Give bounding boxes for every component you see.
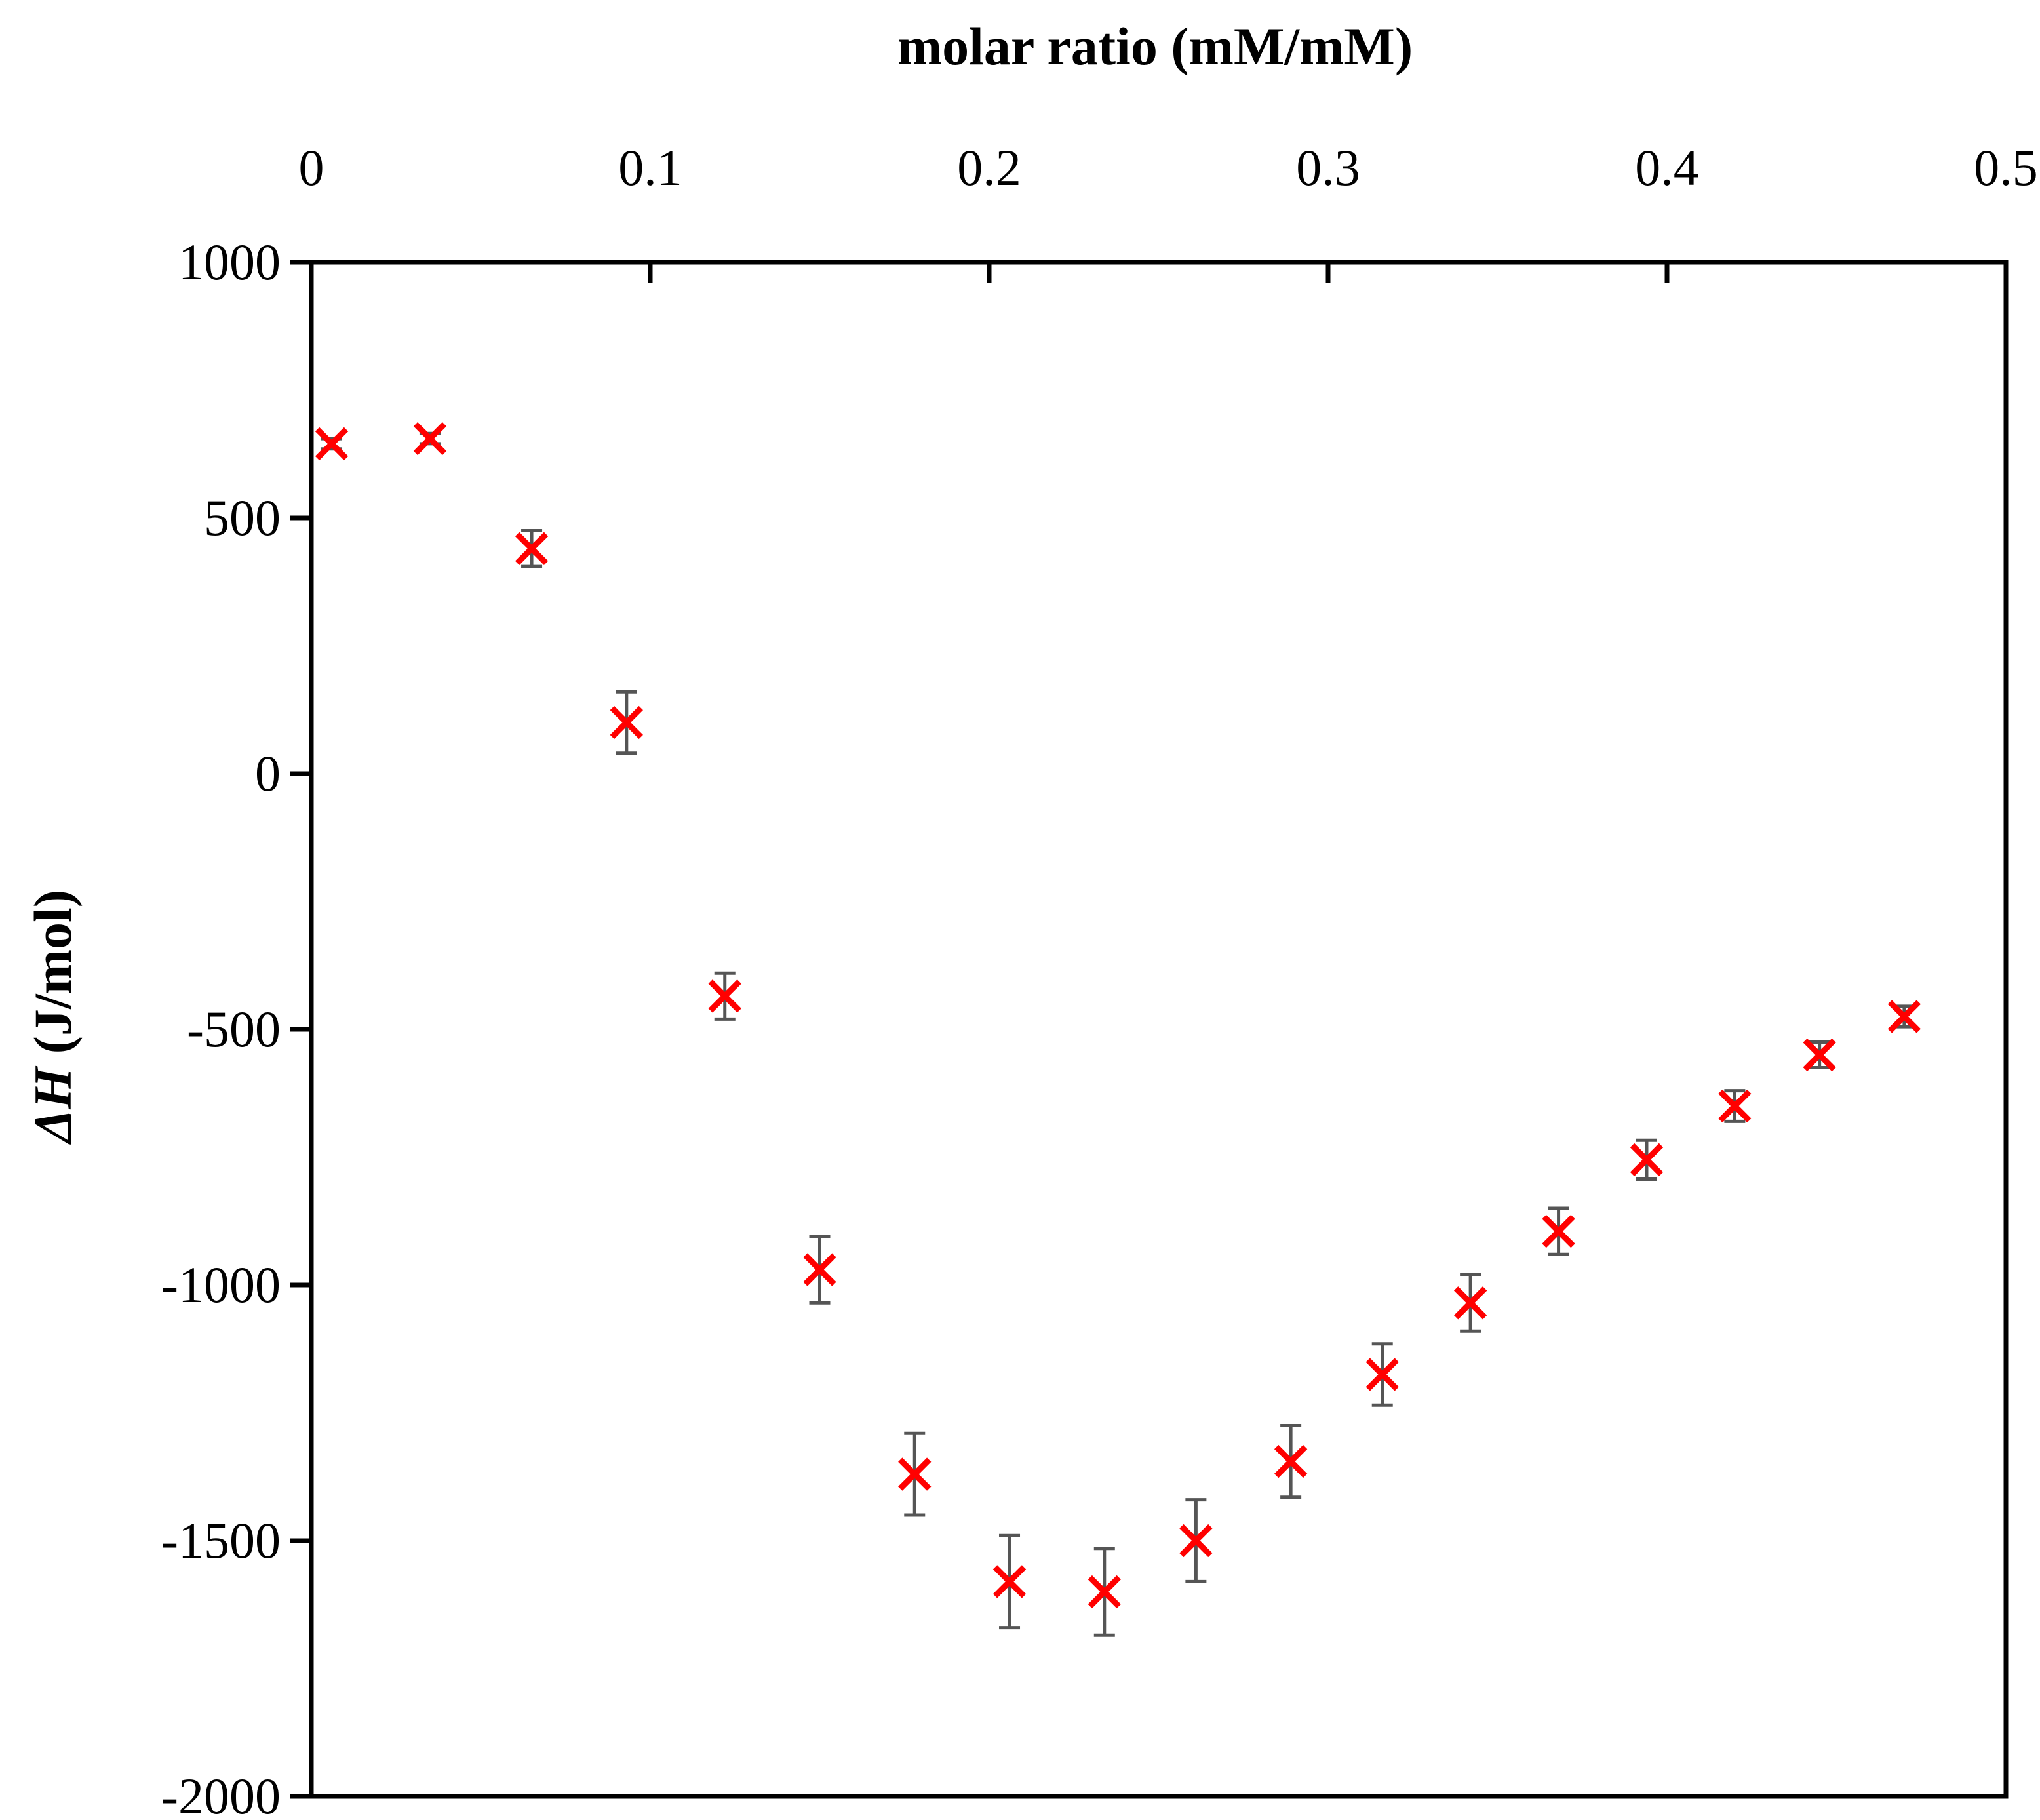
y-axis-title: ΔH (J/mol) [23,890,83,1145]
data-point-marker [610,705,643,740]
data-point-marker [1887,1000,1921,1033]
data-point-marker [992,1565,1027,1598]
x-tick-label: 0.1 [618,139,682,196]
y-tick-label: -1500 [161,1512,281,1569]
x-tick-label: 0.4 [1635,139,1699,196]
data-point-marker [413,422,447,456]
data-point-marker [1179,1524,1213,1558]
data-point-marker [1365,1358,1399,1391]
y-tick-label: -2000 [161,1768,281,1820]
data-point-marker [708,979,741,1013]
x-tick-label: 0.2 [957,139,1021,196]
data-point-marker [1453,1286,1487,1320]
data-point-marker [315,427,349,461]
data-point-marker [1542,1214,1575,1248]
data-point-marker [898,1457,932,1491]
y-tick-label: 500 [204,489,281,546]
y-tick-label: 0 [255,745,281,802]
x-axis-title: molar ratio (mM/mM) [897,16,1413,76]
data-point-marker [1088,1575,1121,1609]
y-axis-title-unit: (J/mol) [23,890,83,1067]
x-tick-label: 0.5 [1974,139,2038,196]
y-tick-label: -500 [187,1000,281,1058]
x-tick-label: 0.3 [1296,139,1360,196]
plot-frame [309,260,2009,1799]
x-tick-label: 0 [299,139,324,196]
y-axis-title-symbol: ΔH [23,1066,83,1145]
data-point-marker [1274,1444,1308,1478]
data-point-marker [1630,1143,1664,1177]
y-tick-label: 1000 [178,233,281,290]
y-tick-label: -1000 [161,1256,281,1313]
data-point-marker [803,1253,836,1286]
data-point-marker [515,532,549,565]
plot-area: 0 0.1 0.2 0.3 0.4 0.5 1000 500 0 -500 -1000 -1500 -2… [161,139,2038,1820]
data-point-marker [1803,1038,1836,1072]
data-point-marker [1718,1089,1752,1123]
